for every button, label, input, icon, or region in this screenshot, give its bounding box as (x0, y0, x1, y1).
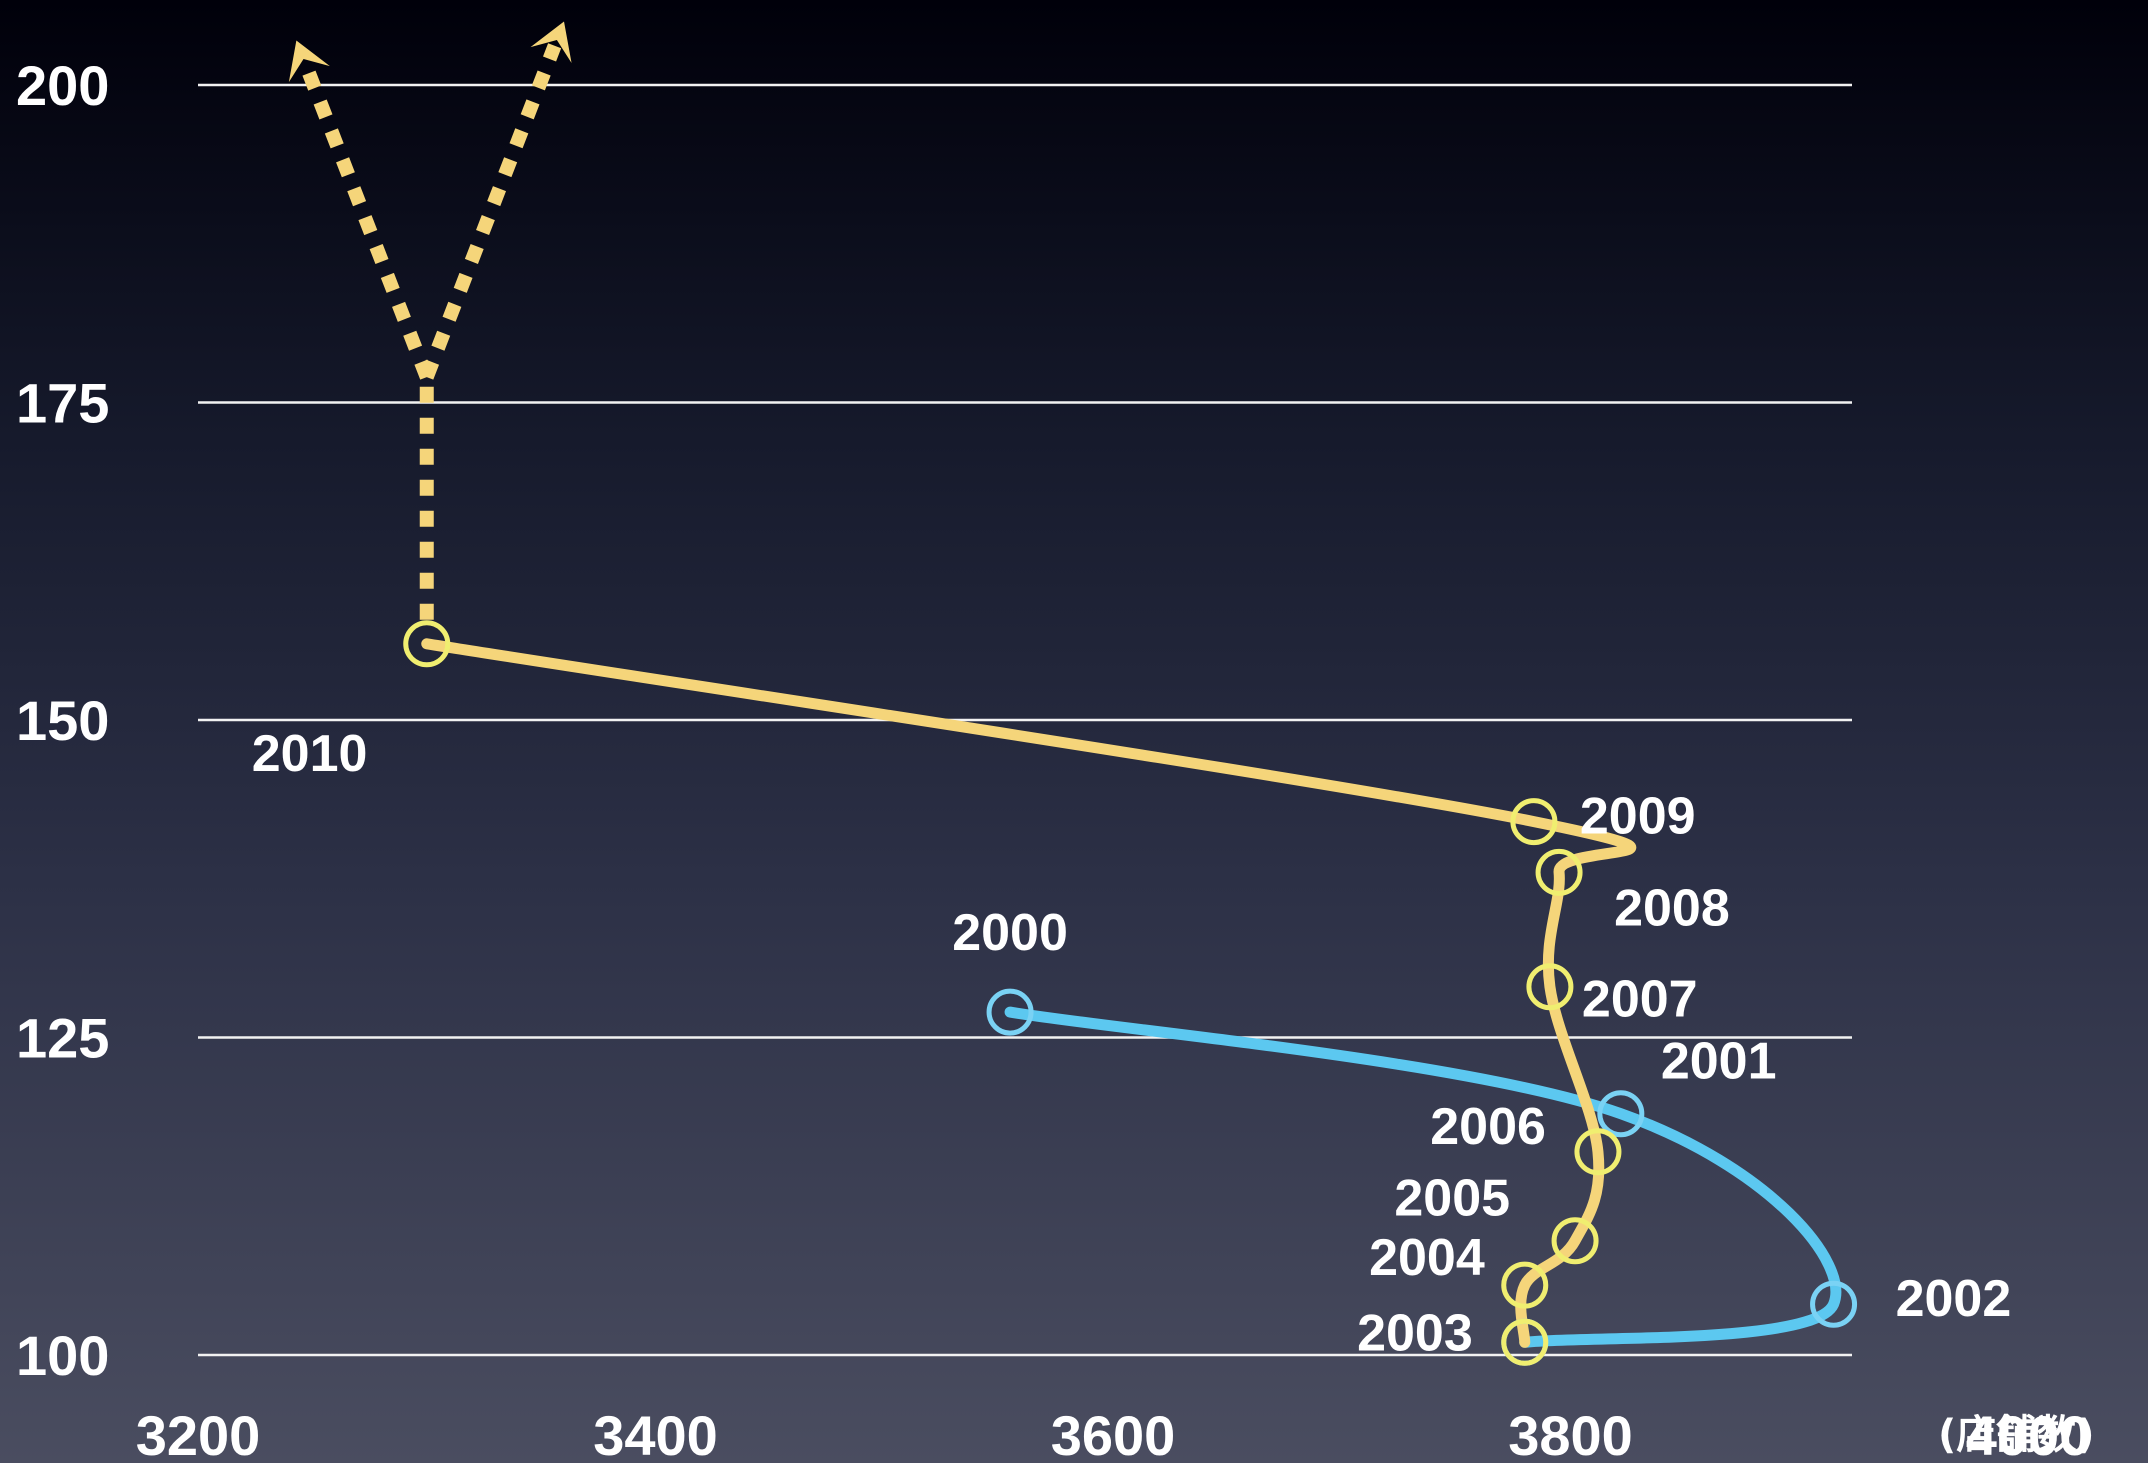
point-marker-2000 (986, 988, 1034, 1036)
projection-branch-1 (420, 43, 562, 380)
x-tick-label: 3800 (1508, 1404, 1633, 1463)
point-label-2006: 2006 (1430, 1098, 1546, 1156)
x-tick-label: 3600 (1051, 1404, 1176, 1463)
x-axis-unit: (店舗数) (1938, 1412, 2095, 1458)
y-tick-label: 150 (16, 689, 109, 752)
projection-branch-0 (299, 62, 434, 380)
point-marker-2004 (1501, 1261, 1549, 1309)
point-marker-2010 (403, 620, 451, 668)
y-tick-label: 100 (16, 1324, 109, 1387)
point-marker-2006 (1574, 1128, 1622, 1176)
point-marker-2002 (1810, 1280, 1858, 1328)
point-label-2002: 2002 (1896, 1270, 2012, 1328)
point-label-2000: 2000 (952, 904, 1068, 962)
y-tick-label: 125 (16, 1007, 109, 1070)
point-label-2005: 2005 (1394, 1170, 1510, 1228)
point-marker-2001 (1597, 1090, 1645, 1138)
point-marker-2005 (1551, 1217, 1599, 1265)
point-marker-2009 (1510, 798, 1558, 846)
series-layer (421, 638, 1842, 1348)
point-marker-2007 (1526, 963, 1574, 1011)
point-label-2001: 2001 (1661, 1033, 1777, 1091)
x-tick-label: 3200 (136, 1404, 261, 1463)
projection-arrows (288, 21, 572, 620)
projection-arrowhead-1 (530, 21, 572, 64)
point-label-2007: 2007 (1582, 971, 1698, 1029)
point-label-2009: 2009 (1580, 788, 1696, 846)
series-line-1 (421, 638, 1637, 1348)
point-marker-2008 (1535, 848, 1583, 896)
y-axis-ticks: 100 125 150 175 200 (16, 54, 109, 1387)
point-label-2004: 2004 (1369, 1229, 1485, 1287)
point-label-2003: 2003 (1357, 1304, 1473, 1362)
y-tick-label: 175 (16, 372, 109, 435)
point-label-2010: 2010 (252, 725, 368, 783)
projection-arrowhead-0 (288, 40, 330, 83)
series-line-0 (1004, 1006, 1842, 1348)
point-label-2008: 2008 (1614, 879, 1730, 937)
y-tick-label: 200 (16, 54, 109, 117)
gridlines (198, 83, 1852, 1357)
markers-layer (403, 620, 1858, 1366)
x-tick-label: 4000 (1966, 1404, 2091, 1463)
point-marker-2003 (1501, 1318, 1549, 1366)
x-tick-label: 3400 (593, 1404, 718, 1463)
x-axis-ticks: 3200 3400 3600 3800 4000 (136, 1404, 2091, 1463)
